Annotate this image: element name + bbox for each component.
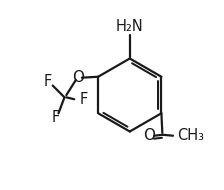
Text: CH₃: CH₃ [177,128,204,143]
Text: F: F [44,74,52,89]
Text: O: O [73,70,84,85]
Text: F: F [80,92,88,107]
Text: H₂N: H₂N [116,19,144,34]
Text: O: O [143,128,155,143]
Text: F: F [52,110,60,125]
